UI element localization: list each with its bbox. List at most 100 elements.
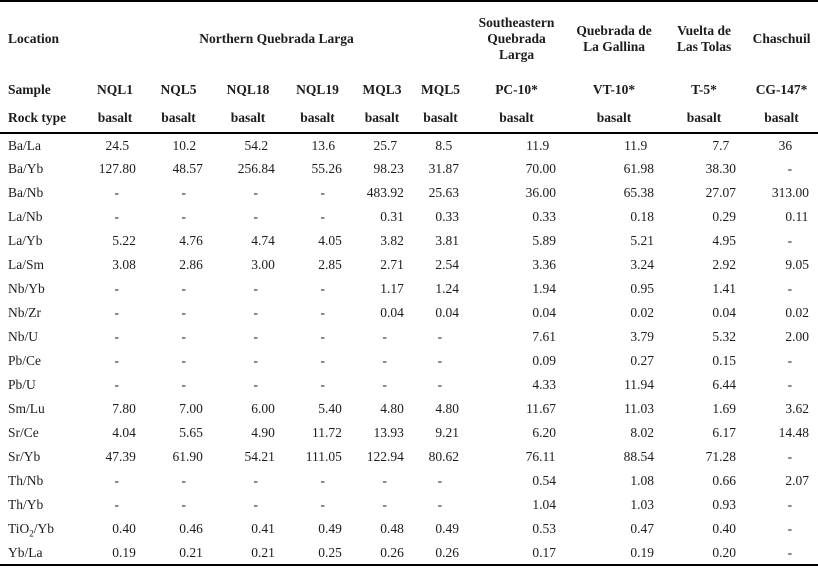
sample-header-vt-10: VT-10*: [592, 81, 636, 97]
cell-nb-u-mql3: -: [382, 329, 388, 344]
cell-th-nb-nql5: -: [181, 473, 187, 488]
cell-nb-yb-nql19: -: [320, 281, 326, 296]
cell-ba-la-t-5: 7.7: [712, 137, 730, 153]
cell-ba-la-mql3: 25.7: [373, 137, 398, 153]
sample-header-t-5: T-5*: [691, 81, 717, 97]
cell-th-yb-cg-147: -: [787, 497, 793, 512]
sample-header-nql19: NQL19: [296, 81, 339, 97]
cell-pb-u-nql5: -: [181, 377, 187, 392]
sample-header-nql5: NQL5: [160, 81, 197, 97]
cell-ba-la-cg-147: 36: [778, 137, 793, 153]
cell-sm-lu-mql3: 4.80: [380, 401, 404, 416]
cell-pb-ce-nql18: -: [253, 353, 259, 368]
cell-la-sm-cg-147: 9.05: [785, 257, 809, 272]
cell-ba-la-vt-10: 11.9: [624, 137, 648, 153]
sample-header-nql1: NQL1: [96, 81, 133, 97]
cell-ba-nb-nql5: -: [181, 185, 187, 200]
cell-ba-nb-pc-10: 36.00: [525, 185, 556, 200]
cell-sr-ce-t-5: 6.17: [712, 425, 736, 440]
cell-sr-ce-mql3: 13.93: [373, 425, 404, 440]
table-row-la-yb: La/Yb 5.22 4.76 4.74 4.05 3.82 3.81 5.89 5.21 4.9…: [0, 229, 818, 253]
table-row-pb-u: Pb/U - - - - - - 4.33 11.94 6.44 -: [0, 373, 818, 397]
cell-ba-la-nql5: 10.2: [172, 137, 197, 153]
cell-la-yb-mql3: 3.82: [380, 233, 404, 248]
cell-la-yb-pc-10: 5.89: [532, 233, 556, 248]
row-label-ba-nb: Ba/Nb: [8, 185, 44, 200]
cell-th-yb-nql5: -: [181, 497, 187, 512]
row-label-tio2-yb: TiO2/Yb: [8, 521, 55, 539]
cell-nb-yb-vt-10: 0.95: [630, 281, 654, 296]
cell-tio2-yb-nql19: 0.49: [318, 521, 342, 536]
cell-sm-lu-cg-147: 3.62: [785, 401, 809, 416]
cell-la-yb-nql5: 4.76: [179, 233, 203, 248]
cell-la-sm-nql19: 2.85: [318, 257, 342, 272]
cell-th-yb-vt-10: 1.03: [630, 497, 654, 512]
cell-pb-u-cg-147: -: [787, 377, 793, 392]
cell-pb-ce-cg-147: -: [787, 353, 793, 368]
cell-yb-la-vt-10: 0.19: [630, 544, 654, 560]
cell-th-nb-pc-10: 0.54: [532, 473, 556, 488]
table-body: Ba/La 24.5 10.2 54.2 13.6 25.7 8.5 11.9 11.9 7.7 3…: [0, 133, 818, 565]
cell-ba-yb-nql5: 48.57: [172, 161, 203, 176]
cell-pb-u-nql18: -: [253, 377, 259, 392]
table-header: Location Northern Quebrada Larga Southea…: [0, 1, 818, 133]
cell-ba-yb-pc-10: 70.00: [525, 161, 556, 176]
cell-th-nb-nql1: -: [114, 473, 120, 488]
cell-th-yb-pc-10: 1.04: [532, 497, 556, 512]
rock-type-t-5: basalt: [686, 109, 722, 125]
cell-nb-zr-nql18: -: [253, 305, 259, 320]
cell-la-nb-pc-10: 0.33: [532, 209, 556, 224]
cell-ba-nb-cg-147: 313.00: [771, 185, 809, 200]
table-row-th-nb: Th/Nb - - - - - - 0.54 1.08 0.66 2.07: [0, 469, 818, 493]
cell-la-nb-t-5: 0.29: [712, 209, 736, 224]
cell-la-sm-nql1: 3.08: [112, 257, 136, 272]
cell-tio2-yb-pc-10: 0.53: [532, 521, 556, 536]
cell-ba-nb-nql1: -: [114, 185, 120, 200]
cell-nb-u-nql18: -: [253, 329, 259, 344]
cell-sr-yb-pc-10: 76.11: [525, 449, 556, 464]
cell-ba-nb-nql19: -: [320, 185, 326, 200]
cell-ba-la-nql1: 24.5: [105, 137, 130, 153]
rock-type-row-label: Rock type: [8, 109, 67, 125]
cell-ba-yb-t-5: 38.30: [705, 161, 736, 176]
cell-la-yb-t-5: 4.95: [712, 233, 736, 248]
cell-yb-la-nql5: 0.21: [179, 544, 203, 560]
cell-nb-u-pc-10: 7.61: [532, 329, 556, 344]
location-group-northern-quebrada-larga: Northern Quebrada Larga: [199, 31, 354, 46]
cell-nb-u-t-5: 5.32: [712, 329, 736, 344]
cell-ba-yb-vt-10: 61.98: [623, 161, 654, 176]
rock-type-nql1: basalt: [97, 109, 133, 125]
cell-tio2-yb-nql5: 0.46: [179, 521, 203, 536]
cell-sr-ce-cg-147: 14.48: [778, 425, 809, 440]
cell-nb-zr-cg-147: 0.02: [785, 305, 809, 320]
cell-nb-u-mql5: -: [437, 329, 443, 344]
rock-type-mql5: basalt: [423, 109, 458, 125]
cell-sr-ce-nql5: 5.65: [179, 425, 203, 440]
table-row-th-yb: Th/Yb - - - - - - 1.04 1.03 0.93 -: [0, 493, 818, 517]
cell-th-nb-mql3: -: [382, 473, 388, 488]
cell-pb-ce-nql5: -: [181, 353, 187, 368]
cell-nb-zr-pc-10: 0.04: [532, 305, 556, 320]
sample-header-mql3: MQL3: [362, 81, 402, 97]
cell-ba-nb-nql18: -: [253, 185, 259, 200]
cell-tio2-yb-mql3: 0.48: [380, 521, 404, 536]
cell-yb-la-mql3: 0.26: [380, 544, 404, 560]
cell-nb-u-nql5: -: [181, 329, 187, 344]
cell-pb-ce-vt-10: 0.27: [630, 353, 654, 368]
cell-sr-yb-cg-147: -: [787, 449, 793, 464]
cell-la-nb-nql1: -: [114, 209, 120, 224]
cell-tio2-yb-t-5: 0.40: [712, 521, 736, 536]
cell-pb-ce-pc-10: 0.09: [532, 353, 556, 368]
cell-nb-zr-vt-10: 0.02: [630, 305, 654, 320]
cell-yb-la-nql19: 0.25: [318, 544, 342, 560]
sample-header-row: Sample NQL1 NQL5 NQL18 NQL19 MQL3 MQL5 PC-10* V…: [0, 76, 818, 103]
cell-ba-la-mql5: 8.5: [435, 137, 453, 153]
cell-tio2-yb-nql18: 0.41: [251, 521, 275, 536]
cell-pb-u-nql1: -: [114, 377, 120, 392]
cell-sm-lu-t-5: 1.69: [712, 401, 736, 416]
sample-header-mql5: MQL5: [421, 81, 461, 97]
location-row-label: Location: [8, 31, 60, 46]
sample-header-nql18: NQL18: [226, 81, 270, 97]
table-row-la-sm: La/Sm 3.08 2.86 3.00 2.85 2.71 2.54 3.36 3.24 2.9…: [0, 253, 818, 277]
cell-th-nb-cg-147: 2.07: [785, 473, 809, 488]
